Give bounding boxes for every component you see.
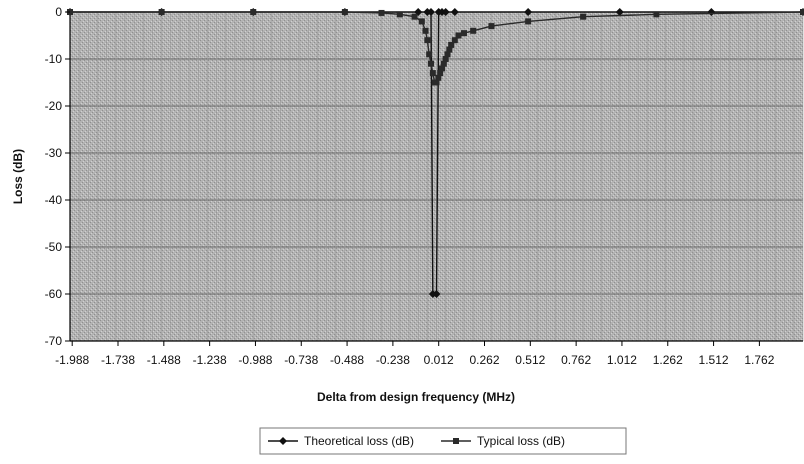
legend-label: Theoretical loss (dB)	[304, 434, 414, 448]
data-point-square	[341, 9, 348, 15]
data-point-square	[411, 13, 418, 20]
data-point-square	[525, 18, 532, 25]
x-tick-label: 1.512	[699, 353, 729, 367]
x-tick-label: -1.238	[193, 353, 227, 367]
data-point-square	[453, 438, 459, 444]
x-tick-label: 0.012	[424, 353, 454, 367]
data-point-square	[438, 65, 445, 72]
data-point-diamond	[432, 290, 441, 298]
data-point-square	[444, 51, 451, 58]
x-tick-label: 1.262	[653, 353, 683, 367]
data-point-square	[451, 37, 458, 44]
data-point-square	[800, 9, 804, 15]
data-point-square	[426, 51, 433, 58]
data-point-square	[442, 56, 449, 62]
x-tick-label: -0.738	[284, 353, 318, 367]
data-point-diamond	[279, 437, 287, 445]
x-axis-title: Delta from design frequency (MHz)	[317, 390, 515, 404]
x-tick-label: -0.488	[330, 353, 364, 367]
data-point-diamond	[615, 8, 624, 16]
data-point-square	[653, 11, 660, 18]
x-tick-label: -1.488	[147, 353, 181, 367]
y-axis-title: Loss (dB)	[11, 149, 25, 204]
data-point-square	[455, 32, 462, 39]
data-point-diamond	[427, 8, 436, 16]
y-tick-label: -70	[45, 334, 63, 348]
x-tick-label: -1.738	[101, 353, 135, 367]
data-point-square	[435, 74, 442, 81]
data-point-square	[422, 27, 429, 34]
data-point-square	[418, 18, 425, 25]
data-point-square	[448, 41, 455, 48]
x-tick-label: -0.238	[376, 353, 410, 367]
y-tick-label: 0	[55, 5, 62, 19]
data-point-square	[488, 23, 495, 30]
series-typical	[67, 9, 804, 86]
data-point-diamond	[441, 8, 450, 16]
data-point-square	[580, 13, 587, 20]
x-tick-label: 0.512	[515, 353, 545, 367]
legend-item: Typical loss (dB)	[441, 434, 565, 448]
data-point-square	[433, 79, 440, 86]
x-tick-label: 0.262	[469, 353, 499, 367]
x-tick-label: 1.762	[744, 353, 774, 367]
x-tick-label: -1.988	[55, 353, 89, 367]
data-point-diamond	[450, 8, 459, 16]
y-tick-label: -50	[45, 240, 63, 254]
y-tick-label: -20	[45, 99, 63, 113]
data-point-square	[158, 9, 165, 15]
data-point-square	[429, 70, 436, 77]
legend: Theoretical loss (dB) Typical loss (dB)	[259, 427, 627, 455]
x-tick-label: 0.762	[561, 353, 591, 367]
data-point-square	[460, 30, 467, 37]
data-point-square	[440, 60, 447, 67]
y-tick-label: -60	[45, 287, 63, 301]
data-point-square	[378, 9, 385, 16]
data-point-square	[428, 60, 435, 67]
data-point-square	[424, 37, 431, 44]
data-point-square	[446, 46, 453, 53]
y-tick-label: -30	[45, 146, 63, 160]
legend-label: Typical loss (dB)	[477, 434, 565, 448]
x-tick-label: -0.988	[238, 353, 272, 367]
data-point-diamond	[524, 8, 533, 16]
x-tick-label: 1.012	[607, 353, 637, 367]
y-tick-label: -40	[45, 193, 63, 207]
y-tick-label: -10	[45, 52, 63, 66]
data-point-square	[437, 70, 444, 77]
data-point-square	[396, 11, 403, 18]
data-point-square	[250, 9, 257, 15]
legend-item: Theoretical loss (dB)	[268, 434, 414, 448]
data-point-square	[470, 27, 477, 34]
